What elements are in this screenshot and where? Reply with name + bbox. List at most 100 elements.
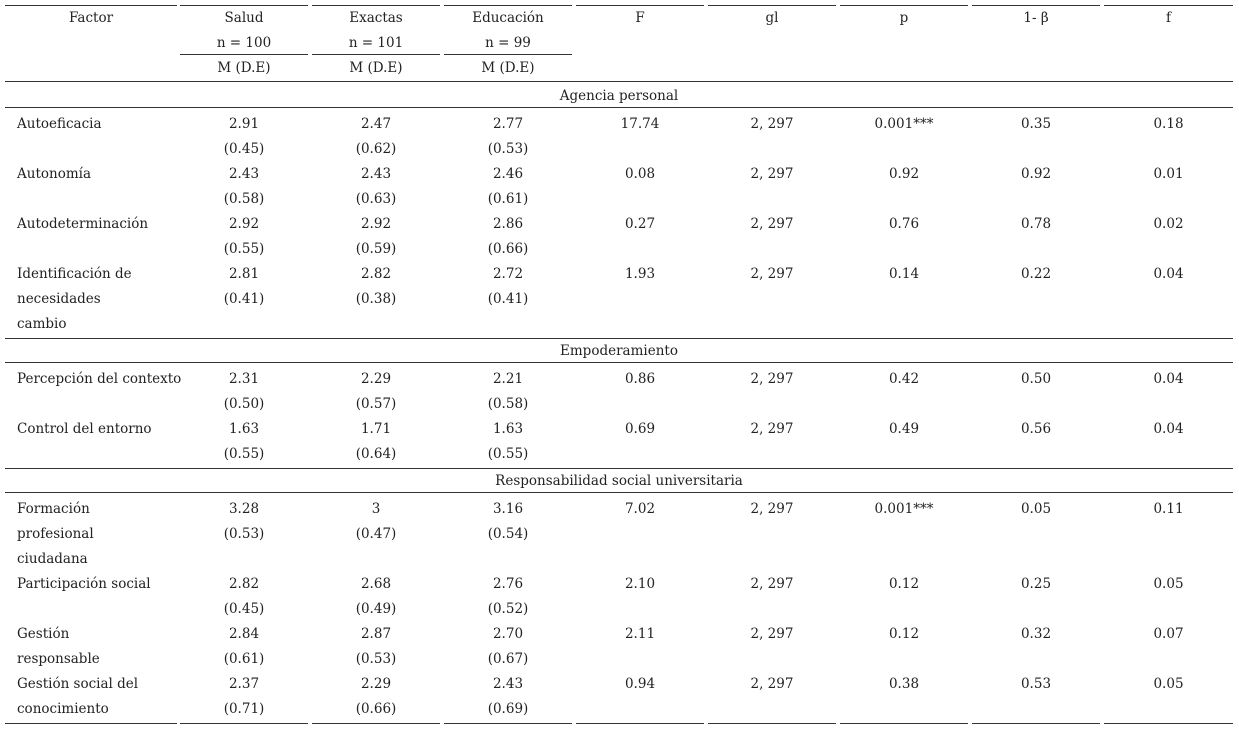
effect-size: 0.04	[1153, 421, 1184, 437]
group-sd: (0.49)	[355, 601, 397, 617]
f-statistic: 17.74	[620, 116, 660, 132]
factor-label: Control del entorno	[17, 421, 152, 437]
effect-size: 0.11	[1153, 501, 1184, 517]
f-statistic: 2.10	[624, 576, 656, 592]
column-header-factor: Factor	[68, 10, 114, 26]
section-heading: Responsabilidad social universitaria	[495, 473, 743, 489]
statistical-power: 0.32	[1020, 626, 1052, 642]
group-sample-size: n = 99	[485, 35, 531, 51]
section-rule	[5, 492, 1233, 493]
column-header-group: Salud	[224, 10, 264, 26]
effect-size: 0.04	[1153, 266, 1184, 282]
group-mean: 2.68	[360, 576, 392, 592]
factor-label: Participación social	[17, 576, 151, 592]
p-value: 0.12	[888, 626, 920, 642]
header-top-rule	[1104, 5, 1233, 6]
group-sample-size: n = 100	[216, 35, 272, 51]
degrees-of-freedom: 2, 297	[750, 216, 794, 232]
group-sd: (0.53)	[355, 651, 397, 667]
degrees-of-freedom: 2, 297	[750, 371, 794, 387]
degrees-of-freedom: 2, 297	[750, 421, 794, 437]
group-mean: 2.87	[360, 626, 392, 642]
group-sd: (0.61)	[223, 651, 265, 667]
group-mean: 2.92	[360, 216, 392, 232]
header-top-rule	[312, 5, 440, 6]
factor-label: Gestión social del	[17, 676, 139, 692]
group-sd: (0.57)	[355, 396, 397, 412]
group-mean: 2.46	[492, 166, 524, 182]
group-mean: 3.16	[492, 501, 524, 517]
group-sd: (0.59)	[355, 241, 397, 257]
effect-size: 0.18	[1153, 116, 1184, 132]
factor-label: profesional	[17, 526, 94, 542]
p-value: 0.92	[888, 166, 920, 182]
table-bottom-rule	[576, 723, 704, 724]
group-mean: 2.81	[228, 266, 260, 282]
statistical-power: 0.56	[1020, 421, 1052, 437]
group-mean: 2.29	[360, 371, 392, 387]
group-mean: 2.82	[360, 266, 392, 282]
group-sd: (0.55)	[223, 446, 265, 462]
group-mean: 2.29	[360, 676, 392, 692]
group-sd: (0.55)	[223, 241, 265, 257]
group-stat-label: M (D.E)	[217, 60, 271, 76]
f-statistic: 7.02	[624, 501, 656, 517]
p-value: 0.14	[888, 266, 920, 282]
column-header-effect-size: f	[1166, 10, 1171, 26]
degrees-of-freedom: 2, 297	[750, 676, 794, 692]
effect-size: 0.07	[1153, 626, 1184, 642]
degrees-of-freedom: 2, 297	[750, 266, 794, 282]
group-sd: (0.55)	[487, 446, 529, 462]
group-subrule	[180, 54, 308, 55]
factor-label: cambio	[17, 316, 67, 332]
effect-size: 0.01	[1153, 166, 1184, 182]
header-top-rule	[840, 5, 968, 6]
statistical-power: 0.78	[1020, 216, 1052, 232]
group-sd: (0.45)	[223, 601, 265, 617]
degrees-of-freedom: 2, 297	[750, 576, 794, 592]
table-bottom-rule	[840, 723, 968, 724]
p-value: 0.76	[888, 216, 920, 232]
factor-label: Autodeterminación	[17, 216, 149, 232]
degrees-of-freedom: 2, 297	[750, 116, 794, 132]
section-rule	[5, 362, 1233, 363]
group-mean: 1.71	[360, 421, 392, 437]
column-header-group: Exactas	[349, 10, 403, 26]
table-bottom-rule	[5, 723, 177, 724]
section-heading: Agencia personal	[559, 88, 679, 104]
group-stat-label: M (D.E)	[349, 60, 403, 76]
section-end-rule	[5, 468, 1233, 469]
factor-label: responsable	[17, 651, 100, 667]
column-header-gl: gl	[765, 10, 779, 26]
factor-label: ciudadana	[17, 551, 88, 567]
effect-size: 0.05	[1153, 576, 1184, 592]
table-bottom-rule	[312, 723, 440, 724]
group-sd: (0.58)	[223, 191, 265, 207]
effect-size: 0.02	[1153, 216, 1184, 232]
group-mean: 2.82	[228, 576, 260, 592]
group-mean: 1.63	[492, 421, 524, 437]
column-header-group: Educación	[472, 10, 544, 26]
group-sd: (0.45)	[223, 141, 265, 157]
factor-label: Autoeficacia	[17, 116, 102, 132]
column-header-p: p	[899, 10, 909, 26]
statistical-power: 0.53	[1020, 676, 1052, 692]
group-mean: 2.21	[492, 371, 524, 387]
p-value: 0.001***	[874, 116, 934, 132]
group-mean: 2.43	[492, 676, 524, 692]
header-bottom-rule	[5, 81, 1233, 82]
group-stat-label: M (D.E)	[481, 60, 535, 76]
header-top-rule	[5, 5, 177, 6]
factor-label: conocimiento	[17, 701, 109, 717]
group-sd: (0.38)	[355, 291, 397, 307]
statistical-power: 0.35	[1020, 116, 1052, 132]
group-sd: (0.71)	[223, 701, 265, 717]
effect-size: 0.05	[1153, 676, 1184, 692]
group-mean: 2.47	[360, 116, 392, 132]
group-sd: (0.66)	[487, 241, 529, 257]
factor-label: Gestión	[17, 626, 70, 642]
p-value: 0.42	[888, 371, 920, 387]
statistical-power: 0.05	[1020, 501, 1052, 517]
statistical-power: 0.50	[1020, 371, 1052, 387]
group-mean: 2.86	[492, 216, 524, 232]
